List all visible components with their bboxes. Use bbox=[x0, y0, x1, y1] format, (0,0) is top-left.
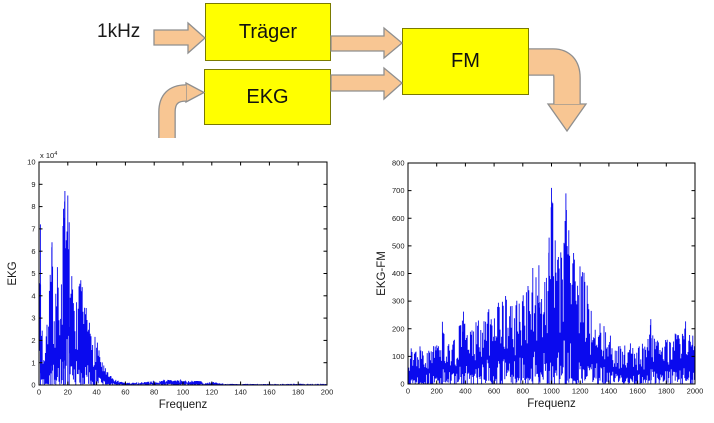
y-tick-label: 6 bbox=[31, 247, 35, 256]
chart-ekg: 0 20 40 60 80 100 120 140 160 180 200 0 1 2 3 4 5 6 7 8 9 10 F… bbox=[7, 151, 333, 411]
y-tick-label: 600 bbox=[392, 214, 405, 223]
x-tick-label: 1200 bbox=[572, 387, 589, 396]
tick-labels: 0 200 400 600 800 1000 1200 1400 1600 1800 2000 0 10… bbox=[392, 159, 703, 396]
x-tick-label: 40 bbox=[92, 388, 100, 397]
x-tick-label: 200 bbox=[321, 388, 334, 397]
arrow-traeger-to-fm bbox=[330, 26, 404, 60]
block-traeger-label: Träger bbox=[238, 20, 298, 43]
block-fm-label: FM bbox=[451, 50, 480, 72]
block-ekg-label: EKG bbox=[246, 85, 289, 108]
y-tick-label: 4 bbox=[31, 291, 35, 300]
x-tick-label: 200 bbox=[430, 387, 443, 396]
block-ekg: EKG bbox=[204, 69, 331, 125]
y-tick-label: 300 bbox=[392, 297, 405, 306]
arrow-fm-output bbox=[529, 48, 588, 133]
y-tick-label: 10 bbox=[27, 158, 35, 167]
x-tick-label: 0 bbox=[406, 387, 410, 396]
axis-ticks bbox=[407, 162, 696, 385]
y-tick-label: 5 bbox=[31, 269, 35, 278]
y-tick-label: 400 bbox=[392, 269, 405, 278]
x-tick-label: 120 bbox=[206, 388, 219, 397]
x-tick-label: 1800 bbox=[658, 387, 675, 396]
y-tick-label: 100 bbox=[392, 352, 405, 361]
y-tick-label: 9 bbox=[31, 180, 35, 189]
y-tick-label: 2 bbox=[31, 336, 35, 345]
y-tick-label: 3 bbox=[31, 314, 35, 323]
x-tick-label: 80 bbox=[150, 388, 158, 397]
x-tick-label: 2000 bbox=[687, 387, 704, 396]
axis-ticks bbox=[38, 161, 328, 386]
y-axis-label: EKG bbox=[7, 261, 19, 285]
x-tick-label: 800 bbox=[517, 387, 530, 396]
y-tick-label: 1 bbox=[31, 358, 35, 367]
x-tick-label: 1600 bbox=[629, 387, 646, 396]
y-tick-label: 800 bbox=[392, 159, 405, 168]
x-tick-label: 400 bbox=[459, 387, 472, 396]
x-tick-label: 1400 bbox=[601, 387, 618, 396]
spectrum-trace bbox=[38, 191, 327, 385]
y-axis-label: EKG-FM bbox=[376, 251, 388, 296]
x-tick-label: 180 bbox=[292, 388, 305, 397]
y-tick-label: 0 bbox=[31, 381, 35, 390]
x-tick-label: 100 bbox=[177, 388, 190, 397]
block-traeger: Träger bbox=[205, 3, 331, 61]
x-axis-label: Frequenz bbox=[159, 399, 208, 411]
x-tick-label: 160 bbox=[263, 388, 276, 397]
x-tick-label: 1000 bbox=[543, 387, 560, 396]
x-tick-label: 60 bbox=[121, 388, 129, 397]
tick-labels: 0 20 40 60 80 100 120 140 160 180 200 0 1 2 3 4 5 6 7 8 9 10 bbox=[27, 158, 333, 397]
arrow-ekg-to-fm bbox=[330, 66, 403, 101]
y-tick-label: 0 bbox=[400, 380, 404, 389]
y-exponent-label: x 104 bbox=[40, 151, 57, 160]
x-axis-label: Frequenz bbox=[527, 398, 576, 410]
y-tick-label: 200 bbox=[392, 324, 405, 333]
arrow-1khz-to-traeger bbox=[153, 21, 206, 55]
x-tick-label: 140 bbox=[234, 388, 247, 397]
y-tick-label: 7 bbox=[31, 225, 35, 234]
chart-ekg-fm: 0 200 400 600 800 1000 1200 1400 1600 1800 2000 0 10… bbox=[376, 159, 703, 410]
input-frequency-label: 1kHz bbox=[97, 21, 141, 42]
y-tick-label: 500 bbox=[392, 241, 405, 250]
x-tick-label: 20 bbox=[64, 388, 72, 397]
block-fm: FM bbox=[402, 28, 529, 95]
x-tick-label: 600 bbox=[488, 387, 501, 396]
spectrum-trace bbox=[407, 187, 695, 384]
y-tick-label: 8 bbox=[31, 202, 35, 211]
x-tick-label: 0 bbox=[37, 388, 41, 397]
y-tick-label: 700 bbox=[392, 186, 405, 195]
arrow-curved-into-ekg bbox=[158, 81, 206, 138]
